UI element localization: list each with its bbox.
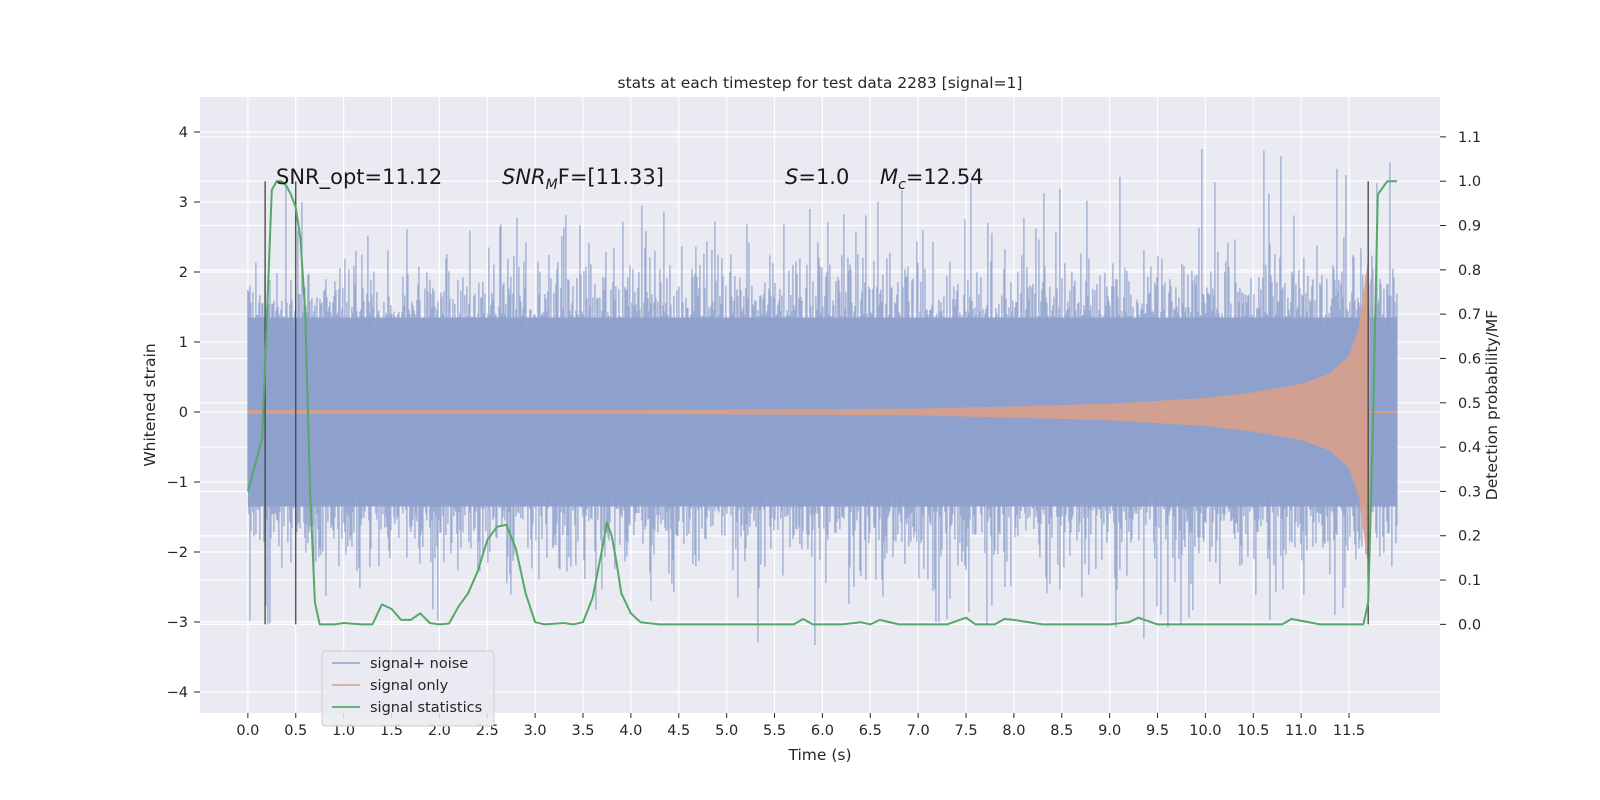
left-y-axis-ticks: 4 3 2 1 0 −1 −2 −3 −4 (167, 125, 200, 701)
mc-subscript: c (898, 177, 906, 193)
left-y-tick-label: −4 (167, 685, 188, 701)
left-y-axis-label: Whitened strain (141, 343, 159, 466)
left-y-tick-label: 2 (179, 265, 188, 281)
x-axis-ticks: 0.0 0.5 1.0 1.5 2.0 2.5 3.0 3.5 4.0 4.5 5.0 5.5 6.0 6… (236, 713, 1365, 739)
snr-mf-rest: F=[11.33] (558, 165, 664, 189)
s-annotation: S=1.0 (785, 165, 849, 189)
x-tick-label: 5.0 (715, 723, 738, 739)
right-y-tick-label: 0.5 (1458, 396, 1481, 412)
right-y-tick-label: 0.3 (1458, 484, 1481, 500)
right-y-tick-label: 0.2 (1458, 529, 1481, 545)
right-y-tick-label: 0.8 (1458, 263, 1481, 279)
right-y-tick-label: 0.9 (1458, 219, 1481, 235)
snr-mf-base: SNR (502, 165, 546, 189)
signal-statistics-series (246, 180, 1397, 626)
x-tick-label: 11.5 (1333, 723, 1365, 739)
left-y-tick-label: 3 (179, 195, 188, 211)
legend-label-stats: signal statistics (370, 700, 482, 716)
x-tick-label: 7.0 (907, 723, 930, 739)
mc-rest: =12.54 (906, 165, 984, 189)
left-y-tick-label: 1 (179, 335, 188, 351)
x-tick-label: 1.5 (380, 723, 403, 739)
legend-box (321, 650, 495, 727)
legend-label-noise: signal+ noise (370, 656, 468, 672)
x-tick-label: 3.5 (571, 723, 594, 739)
chart-title: stats at each timestep for test data 228… (618, 74, 1023, 92)
right-y-tick-label: 0.7 (1458, 307, 1481, 323)
x-tick-label: 0.5 (284, 723, 307, 739)
x-axis-label: Time (s) (787, 746, 851, 764)
x-tick-label: 2.5 (476, 723, 499, 739)
right-y-axis-label: Detection probability/MF (1483, 310, 1501, 501)
left-y-tick-label: −3 (167, 615, 188, 631)
x-tick-label: 0.0 (236, 723, 259, 739)
s-rest: =1.0 (798, 165, 849, 189)
stats-line (246, 180, 1397, 626)
left-y-tick-label: 4 (179, 125, 188, 141)
right-y-axis-ticks: 1.1 1.0 0.9 0.8 0.7 0.6 0.5 0.4 0.3 0.2 0.1 0.0 (1440, 130, 1481, 633)
x-tick-label: 9.0 (1098, 723, 1121, 739)
left-y-tick-label: 0 (179, 405, 188, 421)
legend-label-signal: signal only (370, 678, 449, 694)
x-tick-label: 6.5 (859, 723, 882, 739)
x-tick-label: 8.0 (1002, 723, 1025, 739)
legend: signal+ noise signal only signal statist… (321, 650, 495, 727)
left-y-tick-label: −1 (167, 475, 188, 491)
right-y-tick-label: 0.4 (1458, 440, 1481, 456)
signal-chirp-envelope (247, 258, 1371, 566)
right-y-tick-label: 0.1 (1458, 573, 1481, 589)
x-tick-label: 8.5 (1050, 723, 1073, 739)
s-base: S (785, 165, 798, 189)
snr-mf-annotation: SNRMF=[11.33] (502, 165, 664, 193)
right-y-tick-label: 1.0 (1458, 174, 1481, 190)
x-tick-label: 6.0 (811, 723, 834, 739)
x-tick-label: 9.5 (1146, 723, 1169, 739)
x-tick-label: 3.0 (524, 723, 547, 739)
x-tick-label: 4.5 (667, 723, 690, 739)
snr-mf-subscript: M (546, 177, 558, 193)
x-tick-label: 1.0 (332, 723, 355, 739)
right-y-tick-label: 0.6 (1458, 351, 1481, 367)
vertical-markers (264, 181, 1369, 625)
x-tick-label: 10.0 (1189, 723, 1221, 739)
x-tick-label: 10.5 (1237, 723, 1269, 739)
x-tick-label: 7.5 (954, 723, 977, 739)
x-tick-label: 4.0 (619, 723, 642, 739)
x-tick-label: 5.5 (763, 723, 786, 739)
left-y-tick-label: −2 (167, 545, 188, 561)
right-y-tick-label: 0.0 (1458, 617, 1481, 633)
mc-annotation: Mc=12.54 (880, 165, 984, 193)
x-tick-label: 2.0 (428, 723, 451, 739)
right-y-tick-label: 1.1 (1458, 130, 1481, 146)
x-tick-label: 11.0 (1285, 723, 1317, 739)
mc-base: M (880, 165, 898, 189)
snr-opt-annotation: SNR_opt=11.12 (276, 165, 442, 190)
signal-only-series (247, 258, 1397, 566)
